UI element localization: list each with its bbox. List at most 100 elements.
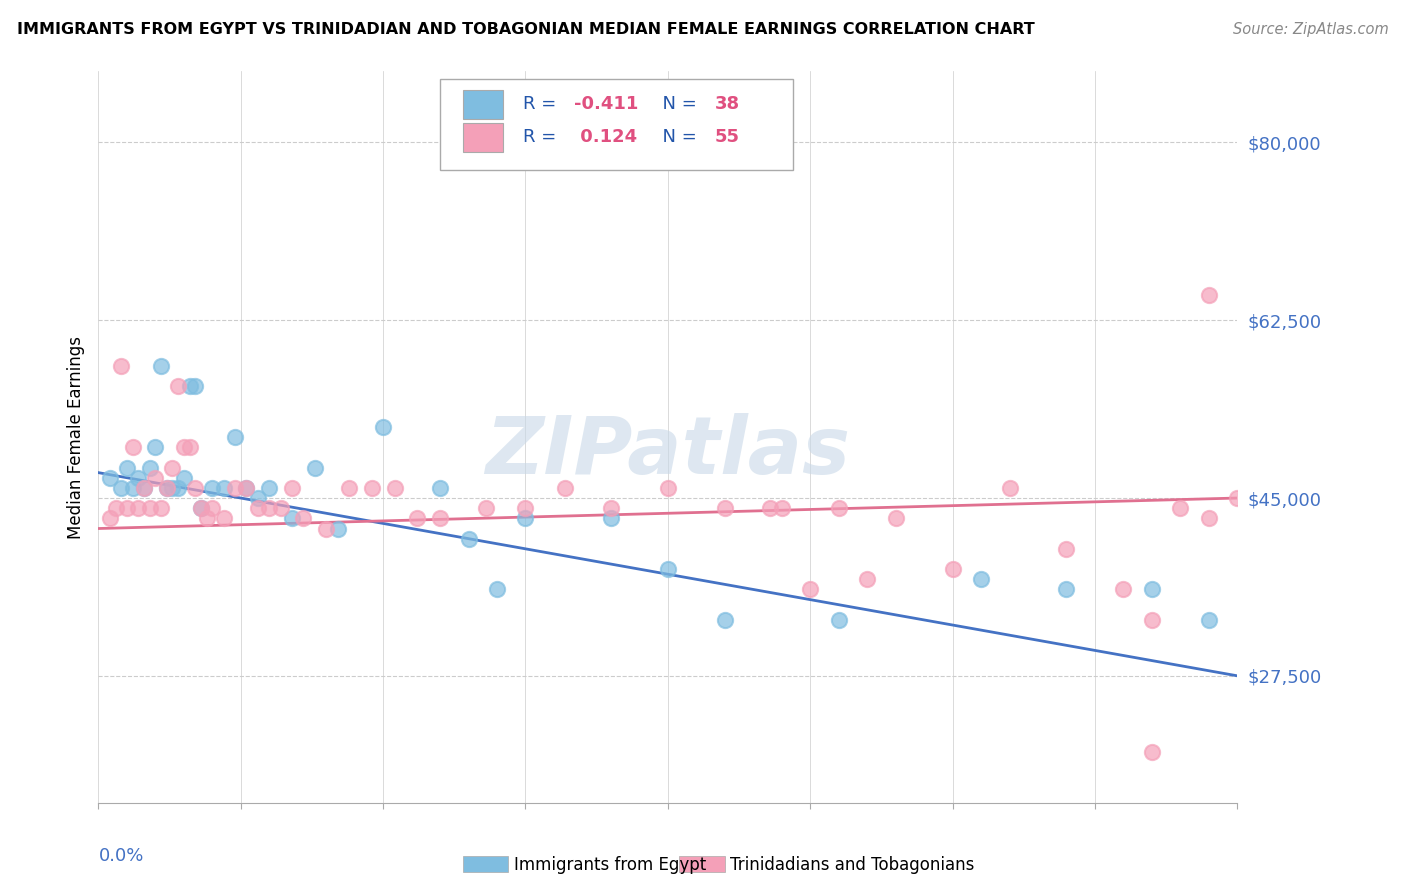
Point [127, 471, 149, 485]
Text: 38: 38 [714, 95, 740, 113]
Point [179, 379, 201, 393]
Point [212, 511, 235, 525]
Point [942, 562, 965, 576]
Text: 55: 55 [714, 128, 740, 146]
Point [292, 511, 315, 525]
Point [315, 521, 337, 535]
Point [406, 511, 429, 525]
Point [281, 481, 304, 495]
Point [600, 511, 623, 525]
Point [515, 501, 537, 516]
Point [281, 511, 304, 525]
Point [121, 440, 143, 454]
Point [515, 511, 537, 525]
Point [224, 481, 246, 495]
Point [150, 359, 173, 373]
Text: Trinidadians and Tobagonians: Trinidadians and Tobagonians [731, 856, 974, 874]
Point [121, 481, 143, 495]
Point [657, 481, 679, 495]
Text: 0.0%: 0.0% [98, 847, 143, 864]
Text: N =: N = [651, 95, 702, 113]
Text: -0.411: -0.411 [575, 95, 638, 113]
FancyBboxPatch shape [463, 90, 503, 119]
Point [162, 481, 184, 495]
Point [115, 501, 138, 516]
Point [1140, 745, 1163, 759]
Y-axis label: Median Female Earnings: Median Female Earnings [66, 335, 84, 539]
Point [110, 359, 132, 373]
Point [828, 613, 851, 627]
Point [132, 481, 155, 495]
Point [246, 491, 269, 505]
Point [201, 481, 224, 495]
Point [259, 501, 281, 516]
Point [104, 501, 127, 516]
FancyBboxPatch shape [463, 856, 509, 872]
Point [1198, 288, 1220, 302]
Point [360, 481, 382, 495]
Point [429, 511, 451, 525]
Point [714, 613, 737, 627]
Point [212, 481, 235, 495]
Point [884, 511, 907, 525]
Point [167, 379, 190, 393]
Point [1226, 491, 1249, 505]
Text: Immigrants from Egypt: Immigrants from Egypt [515, 856, 706, 874]
Point [759, 501, 782, 516]
Point [127, 501, 149, 516]
FancyBboxPatch shape [440, 78, 793, 170]
Point [1198, 511, 1220, 525]
Point [138, 460, 160, 475]
Point [384, 481, 406, 495]
Point [184, 481, 207, 495]
Point [173, 440, 195, 454]
Text: ZIPatlas: ZIPatlas [485, 413, 851, 491]
Point [235, 481, 257, 495]
Point [259, 481, 281, 495]
Point [201, 501, 224, 516]
Point [184, 379, 207, 393]
Point [486, 582, 509, 597]
Point [132, 481, 155, 495]
Point [173, 471, 195, 485]
Point [179, 440, 201, 454]
Point [98, 511, 121, 525]
Point [474, 501, 496, 516]
Text: Source: ZipAtlas.com: Source: ZipAtlas.com [1233, 22, 1389, 37]
Point [554, 481, 576, 495]
Point [326, 521, 349, 535]
Point [657, 562, 679, 576]
Point [337, 481, 360, 495]
Point [156, 481, 179, 495]
Point [270, 501, 292, 516]
Point [799, 582, 821, 597]
Point [167, 481, 190, 495]
Point [195, 511, 218, 525]
Point [115, 460, 138, 475]
Point [304, 460, 326, 475]
Point [1056, 541, 1078, 556]
Point [770, 501, 793, 516]
Point [998, 481, 1021, 495]
Point [1170, 501, 1192, 516]
Text: R =: R = [523, 128, 562, 146]
Point [429, 481, 451, 495]
Point [246, 501, 269, 516]
FancyBboxPatch shape [463, 122, 503, 152]
Point [714, 501, 737, 516]
Point [98, 471, 121, 485]
Point [110, 481, 132, 495]
Point [162, 460, 184, 475]
Point [190, 501, 212, 516]
Point [1056, 582, 1078, 597]
Point [138, 501, 160, 516]
Point [457, 532, 479, 546]
Point [1140, 613, 1163, 627]
Point [190, 501, 212, 516]
Text: 0.124: 0.124 [575, 128, 637, 146]
Point [145, 471, 167, 485]
Point [373, 420, 395, 434]
FancyBboxPatch shape [679, 856, 725, 872]
Text: IMMIGRANTS FROM EGYPT VS TRINIDADIAN AND TOBAGONIAN MEDIAN FEMALE EARNINGS CORRE: IMMIGRANTS FROM EGYPT VS TRINIDADIAN AND… [17, 22, 1035, 37]
Point [970, 572, 993, 586]
